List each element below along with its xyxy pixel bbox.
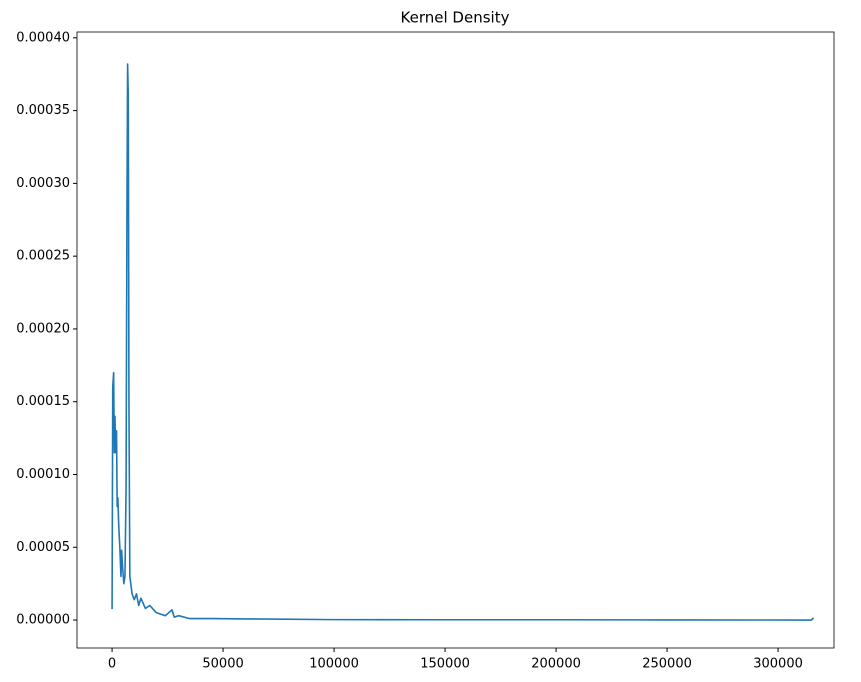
x-tick-label: 150000 bbox=[420, 657, 470, 672]
axes-frame bbox=[76, 31, 835, 649]
y-tick-label: 0.00035 bbox=[16, 103, 70, 118]
y-tick-label: 0.00040 bbox=[16, 30, 70, 45]
x-tick-label: 300000 bbox=[753, 657, 803, 672]
y-tick-label: 0.00025 bbox=[16, 249, 70, 264]
y-tick-label: 0.00015 bbox=[16, 394, 70, 409]
x-tick-label: 100000 bbox=[309, 657, 359, 672]
line bbox=[111, 63, 815, 621]
x-tick-label: 250000 bbox=[642, 657, 692, 672]
x-tick-label: 0 bbox=[108, 657, 116, 672]
x-tick-label: 200000 bbox=[531, 657, 581, 672]
y-tick-label: 0.00005 bbox=[16, 540, 70, 555]
y-tick-label: 0.00030 bbox=[16, 176, 70, 191]
chart-title: Kernel Density bbox=[401, 9, 510, 27]
y-tick-label: 0.00000 bbox=[16, 613, 70, 628]
x-tick-label: 50000 bbox=[202, 657, 243, 672]
y-tick-label: 0.00020 bbox=[16, 321, 70, 336]
y-tick-label: 0.00010 bbox=[16, 467, 70, 482]
